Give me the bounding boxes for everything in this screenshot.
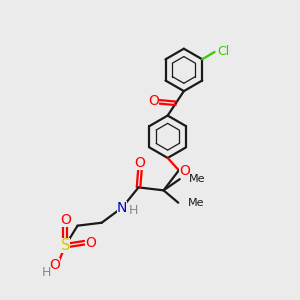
Text: Me: Me <box>189 174 206 184</box>
Text: H: H <box>42 266 51 279</box>
Text: O: O <box>179 164 190 178</box>
Text: Cl: Cl <box>217 45 230 58</box>
Text: S: S <box>61 238 70 253</box>
Text: N: N <box>116 201 127 215</box>
Text: O: O <box>49 258 60 272</box>
Text: H: H <box>129 204 138 217</box>
Text: O: O <box>148 94 159 108</box>
Text: O: O <box>60 213 70 227</box>
Text: Me: Me <box>188 198 204 208</box>
Text: O: O <box>135 156 146 170</box>
Text: O: O <box>85 236 96 250</box>
